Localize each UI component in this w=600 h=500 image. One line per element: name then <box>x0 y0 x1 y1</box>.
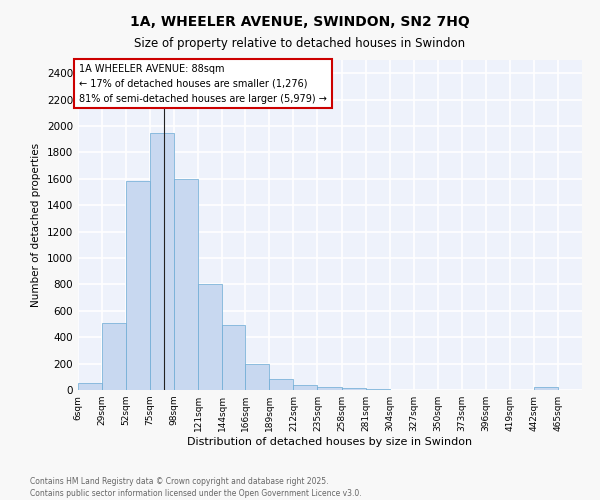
Bar <box>222 326 245 390</box>
Text: 1A, WHEELER AVENUE, SWINDON, SN2 7HQ: 1A, WHEELER AVENUE, SWINDON, SN2 7HQ <box>130 15 470 29</box>
Bar <box>126 182 150 390</box>
Y-axis label: Number of detached properties: Number of detached properties <box>31 143 41 307</box>
Text: 1A WHEELER AVENUE: 88sqm
← 17% of detached houses are smaller (1,276)
81% of sem: 1A WHEELER AVENUE: 88sqm ← 17% of detach… <box>79 64 327 104</box>
Bar <box>174 179 198 390</box>
Bar <box>269 379 293 390</box>
Bar <box>341 388 365 390</box>
Text: Contains HM Land Registry data © Crown copyright and database right 2025.
Contai: Contains HM Land Registry data © Crown c… <box>30 476 362 498</box>
Bar <box>198 284 222 390</box>
Bar <box>102 322 126 390</box>
Bar <box>245 364 269 390</box>
Bar <box>293 386 317 390</box>
Text: Size of property relative to detached houses in Swindon: Size of property relative to detached ho… <box>134 38 466 51</box>
Bar <box>534 388 558 390</box>
Bar <box>150 132 174 390</box>
Bar <box>78 384 102 390</box>
Bar <box>317 388 341 390</box>
X-axis label: Distribution of detached houses by size in Swindon: Distribution of detached houses by size … <box>187 437 473 447</box>
